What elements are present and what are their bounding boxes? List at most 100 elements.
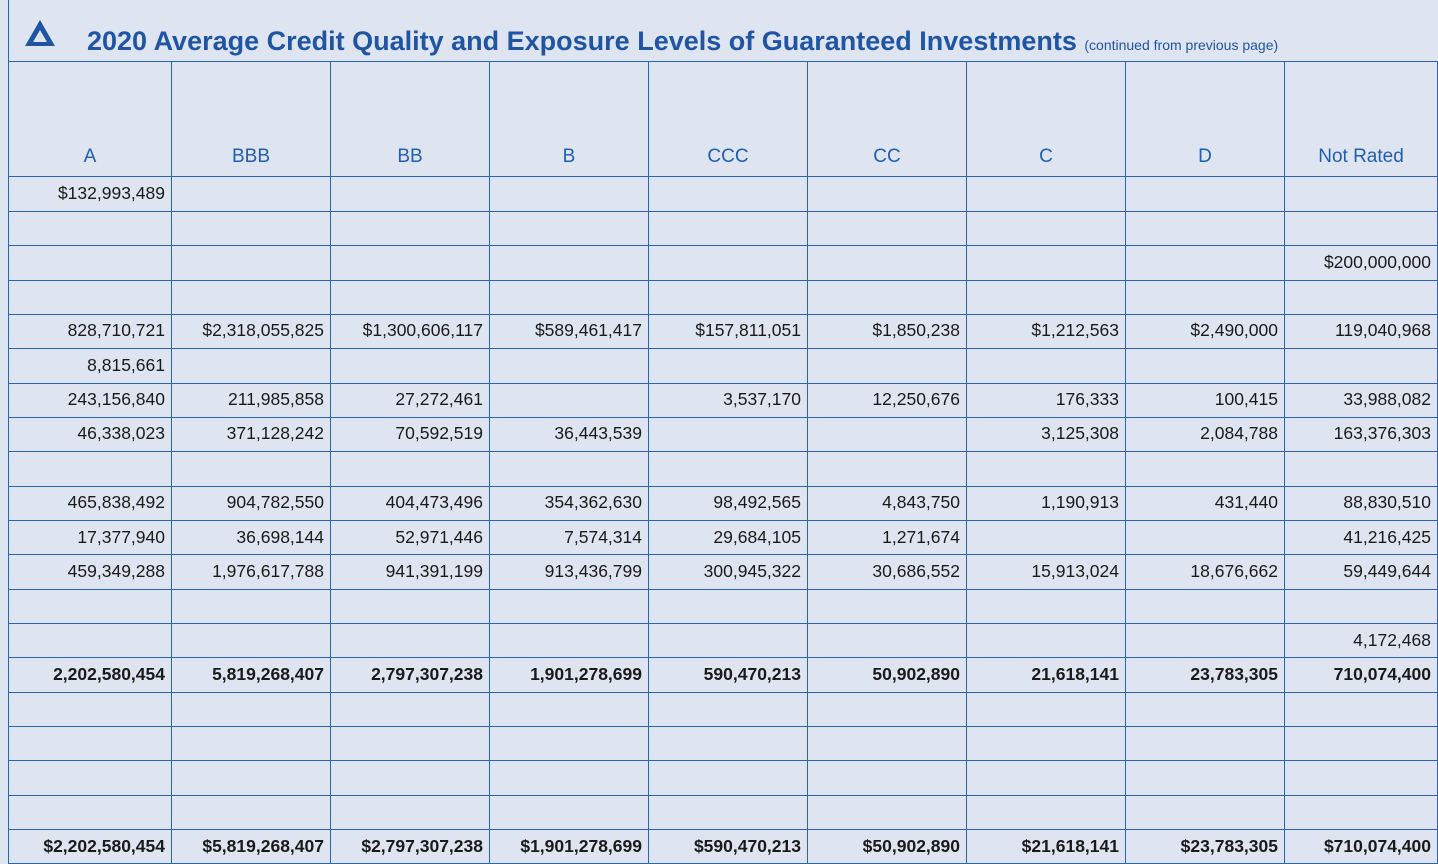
cell: 23,783,305 — [1126, 657, 1285, 693]
cell: $2,490,000 — [1126, 314, 1285, 350]
cell: 27,272,461 — [331, 383, 490, 418]
cell: $132,993,489 — [8, 177, 172, 212]
empty-cell — [808, 177, 967, 212]
empty-cell — [967, 177, 1126, 212]
empty-cell — [490, 760, 649, 796]
empty-cell — [331, 692, 490, 728]
cell: 59,449,644 — [1285, 554, 1438, 590]
cell: 2,084,788 — [1126, 417, 1285, 453]
empty-cell — [967, 348, 1126, 384]
empty-cell — [331, 245, 490, 281]
empty-cell — [808, 589, 967, 625]
empty-cell — [808, 417, 967, 453]
empty-cell — [490, 211, 649, 247]
empty-cell — [172, 623, 331, 659]
cell: 29,684,105 — [649, 520, 808, 556]
cell: 459,349,288 — [8, 554, 172, 590]
empty-cell — [1126, 280, 1285, 315]
empty-cell — [172, 760, 331, 796]
cell: 41,216,425 — [1285, 520, 1438, 556]
cell: 1,271,674 — [808, 520, 967, 556]
empty-cell — [8, 795, 172, 831]
empty-cell — [1126, 692, 1285, 728]
empty-cell — [490, 348, 649, 384]
empty-cell — [967, 726, 1126, 762]
cell: $200,000,000 — [1285, 245, 1438, 281]
empty-cell — [808, 726, 967, 762]
empty-cell — [967, 623, 1126, 659]
empty-cell — [1285, 280, 1438, 315]
empty-cell — [1285, 211, 1438, 247]
cell: $5,819,268,407 — [172, 829, 331, 864]
cell: 3,537,170 — [649, 383, 808, 418]
empty-cell — [1126, 726, 1285, 762]
empty-cell — [1285, 451, 1438, 487]
cell: 7,574,314 — [490, 520, 649, 556]
empty-cell — [649, 726, 808, 762]
empty-cell — [967, 692, 1126, 728]
cell: 904,782,550 — [172, 486, 331, 521]
empty-cell — [490, 726, 649, 762]
cell: 404,473,496 — [331, 486, 490, 521]
title-note: (continued from previous page) — [1084, 37, 1279, 53]
empty-cell — [967, 280, 1126, 315]
cell: 2,797,307,238 — [331, 657, 490, 693]
cell: 163,376,303 — [1285, 417, 1438, 453]
empty-cell — [649, 795, 808, 831]
empty-cell — [808, 280, 967, 315]
empty-cell — [967, 589, 1126, 625]
empty-cell — [490, 589, 649, 625]
empty-cell — [808, 451, 967, 487]
cell: 36,443,539 — [490, 417, 649, 453]
empty-cell — [331, 760, 490, 796]
cell: 4,172,468 — [1285, 623, 1438, 659]
cell: 33,988,082 — [1285, 383, 1438, 418]
cell: 243,156,840 — [8, 383, 172, 418]
empty-cell — [490, 280, 649, 315]
empty-cell — [490, 795, 649, 831]
cell: 4,843,750 — [808, 486, 967, 521]
cell: 3,125,308 — [967, 417, 1126, 453]
cell: $710,074,400 — [1285, 829, 1438, 864]
cell: 98,492,565 — [649, 486, 808, 521]
empty-cell — [967, 760, 1126, 796]
empty-cell — [172, 451, 331, 487]
cell: $2,318,055,825 — [172, 314, 331, 350]
empty-cell — [1126, 211, 1285, 247]
empty-cell — [490, 383, 649, 418]
empty-cell — [1126, 348, 1285, 384]
empty-cell — [1126, 245, 1285, 281]
cell: 465,838,492 — [8, 486, 172, 521]
cell: 52,971,446 — [331, 520, 490, 556]
empty-cell — [490, 245, 649, 281]
empty-cell — [331, 795, 490, 831]
empty-cell — [172, 245, 331, 281]
empty-cell — [1126, 589, 1285, 625]
empty-cell — [1285, 795, 1438, 831]
cell: 18,676,662 — [1126, 554, 1285, 590]
empty-cell — [808, 795, 967, 831]
title-bar: 2020 Average Credit Quality and Exposure… — [8, 0, 1438, 62]
cell: 1,190,913 — [967, 486, 1126, 521]
cell: 828,710,721 — [8, 314, 172, 350]
empty-cell — [331, 726, 490, 762]
empty-cell — [808, 623, 967, 659]
empty-cell — [172, 692, 331, 728]
empty-cell — [8, 623, 172, 659]
empty-cell — [967, 795, 1126, 831]
empty-cell — [808, 692, 967, 728]
cell: $590,470,213 — [649, 829, 808, 864]
empty-cell — [172, 280, 331, 315]
empty-cell — [331, 623, 490, 659]
cell: 119,040,968 — [1285, 314, 1438, 350]
cell: $21,618,141 — [967, 829, 1126, 864]
empty-cell — [1126, 623, 1285, 659]
empty-cell — [649, 211, 808, 247]
empty-cell — [331, 177, 490, 212]
cell: $2,202,580,454 — [8, 829, 172, 864]
empty-cell — [649, 280, 808, 315]
cell: 941,391,199 — [331, 554, 490, 590]
empty-cell — [649, 451, 808, 487]
empty-cell — [1285, 760, 1438, 796]
